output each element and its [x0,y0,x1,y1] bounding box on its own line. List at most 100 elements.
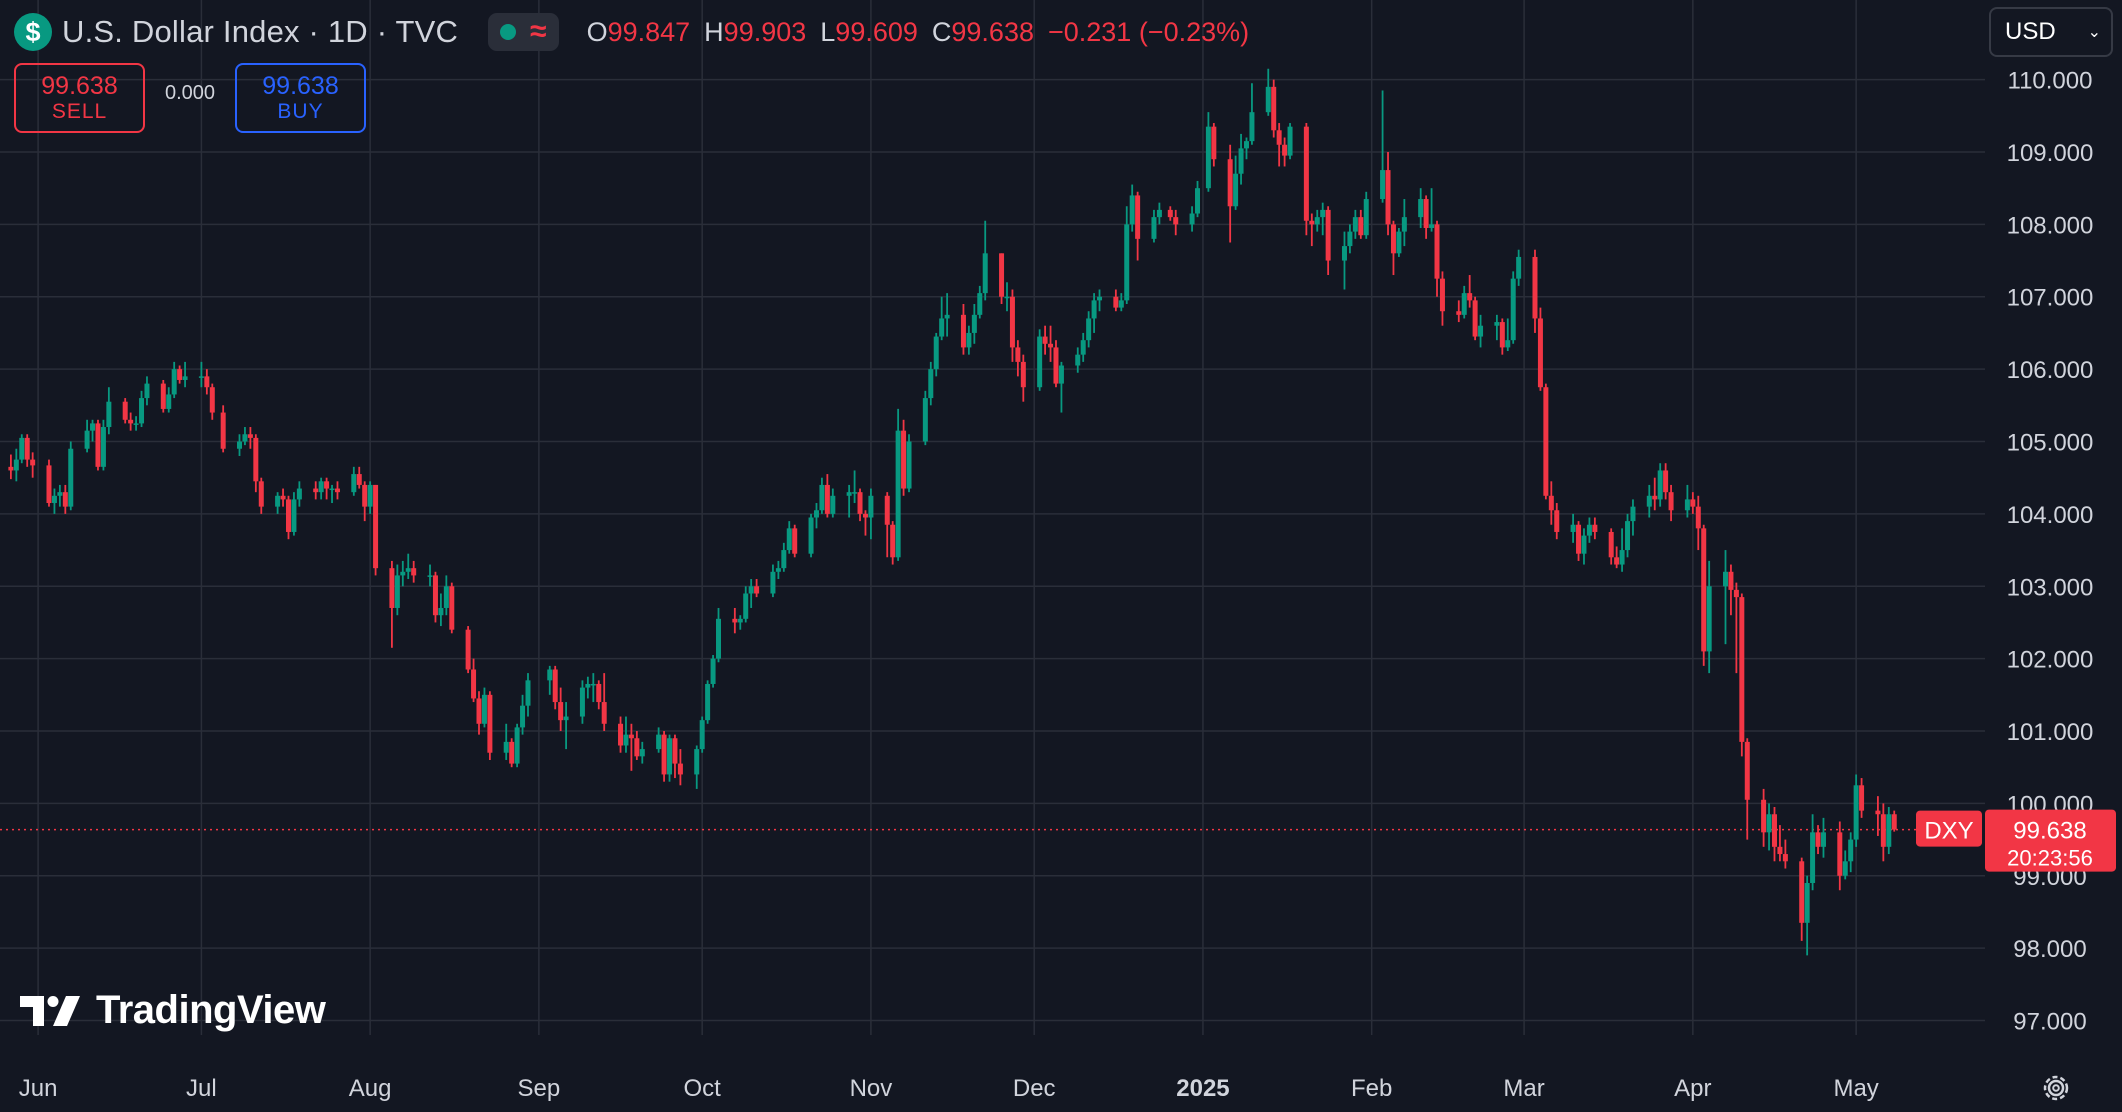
candle-body [1118,300,1124,308]
candle-body [699,720,705,750]
candle [1619,528,1625,572]
high-value: 99.903 [723,16,807,47]
candle [1668,484,1674,522]
candle [1151,209,1157,243]
candle-body [1282,144,1288,156]
candle [1265,68,1271,116]
candle [846,484,852,518]
candle-body [182,376,188,380]
open-label: O [586,16,608,47]
candle-body [8,466,14,471]
price-tick-label: 105.000 [2007,430,2094,457]
candle [1537,307,1543,391]
candle [1434,220,1440,297]
candle [182,361,188,388]
chart-settings-button[interactable] [2038,1070,2074,1106]
symbol-tag [1916,810,1982,847]
price-tag-countdown: 20:23:56 [2007,846,2093,871]
candle-body [13,459,19,471]
candle-body [1086,318,1092,341]
candle-body [1510,278,1516,341]
price-tag [1985,809,2116,872]
symbol-title[interactable]: U.S. Dollar Index · 1D · TVC [62,14,459,49]
candle [1243,137,1249,160]
candle [1287,123,1293,160]
candle [748,579,754,608]
candle-body [1728,571,1734,590]
candle-body [362,484,368,507]
candle-body [1205,126,1211,189]
time-tick-label: Dec [1013,1075,1056,1102]
candle [525,673,531,717]
dollar-icon[interactable]: $ [14,13,52,51]
candle-body [1347,231,1353,247]
candle-body [160,383,166,409]
candle-body [901,430,907,489]
candle [1630,499,1636,536]
candle-body [1015,347,1021,362]
candle [1118,293,1124,312]
candle [1744,738,1750,840]
candle [1380,90,1386,203]
candle [857,488,863,522]
candle-body [30,459,36,466]
candle-body [1804,883,1810,923]
candle [966,325,972,355]
candle [1211,123,1217,167]
candle-body [1625,521,1631,551]
candle [933,332,939,377]
candle-body [503,741,509,753]
candle-body [1020,361,1026,388]
buy-button[interactable]: 99.638 BUY [235,63,366,133]
candle [177,365,183,384]
candle-body [1037,336,1043,388]
candle-body [204,376,210,388]
candle-body [1461,293,1467,315]
sell-button[interactable]: 99.638 SELL [14,63,145,133]
candle [1815,825,1821,855]
candle [405,553,411,580]
candle [427,564,433,587]
candle-body [171,369,177,395]
candle-body [982,253,988,294]
candle-body [716,618,722,659]
candle [209,383,215,420]
candle [628,723,634,771]
candle-body [775,568,781,572]
buy-price: 99.638 [262,72,339,100]
candle [1586,517,1592,543]
candle [862,510,868,536]
candle-body [1581,535,1587,554]
candle-body [846,492,852,496]
currency-select[interactable]: USD ⌄ [1989,7,2113,57]
candle [971,303,977,344]
chart-header: $ U.S. Dollar Index · 1D · TVC ≈ O99.847… [14,10,1249,54]
candle-body [884,495,890,525]
candle [699,716,705,753]
candle [443,575,449,616]
candle [432,571,438,623]
time-tick-label: Aug [349,1075,392,1102]
candle [1352,209,1358,239]
candle [438,593,444,627]
candle [1625,513,1631,558]
candle [1706,560,1712,674]
price-tick-label: 102.000 [2007,647,2094,674]
candle-body [1630,506,1636,522]
candle-body [939,318,945,337]
status-pill[interactable]: ≈ [488,13,559,51]
candle [977,285,983,319]
candle [465,626,471,674]
candle-body [46,465,52,504]
candle [1804,875,1810,956]
candle [808,513,814,558]
candle-body [133,423,139,425]
tradingview-logo[interactable]: TradingView [20,988,326,1033]
candle [1086,311,1092,348]
candle [716,607,722,663]
candle-body [862,513,868,518]
candle [62,484,68,514]
candle [1015,340,1021,377]
candle [1543,383,1549,500]
